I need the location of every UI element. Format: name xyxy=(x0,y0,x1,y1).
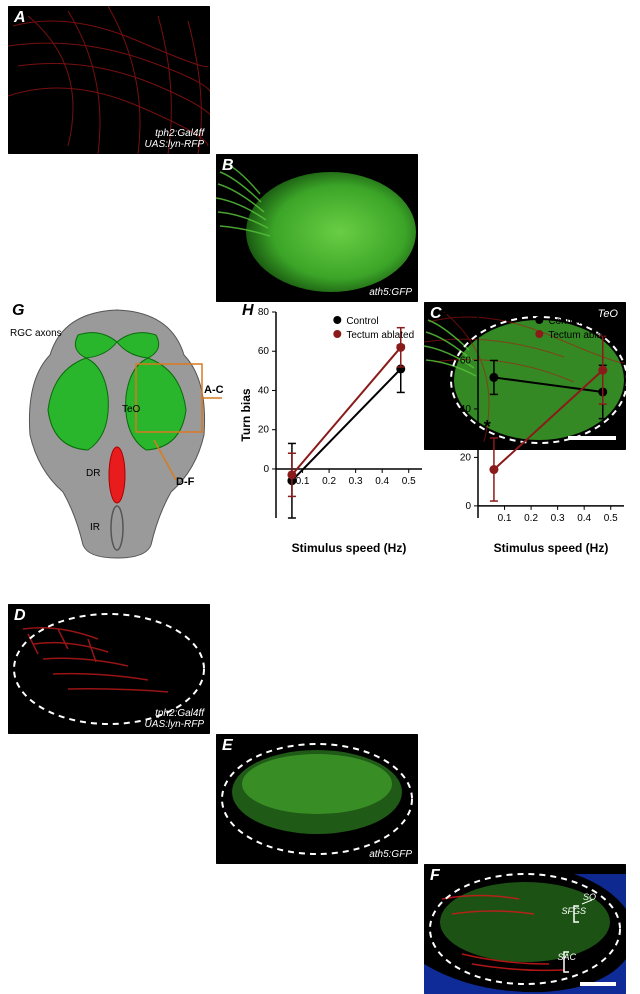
panel-a-label: A xyxy=(14,9,26,27)
panel-f-scalebar xyxy=(580,982,616,986)
svg-text:Tectum ablated: Tectum ablated xyxy=(346,330,414,341)
panel-d-caption: tph2:Gal4ff UAS:lyn-RFP xyxy=(145,708,204,730)
svg-text:0.3: 0.3 xyxy=(349,476,363,487)
svg-text:Tectum ablated: Tectum ablated xyxy=(548,330,616,341)
panel-i: I 0 20 40 60 80 0.1 0.2 0.3 0.4 0.5 Stimulus speed… xyxy=(440,300,632,558)
panel-d-label: D xyxy=(14,607,26,625)
svg-text:0.2: 0.2 xyxy=(322,476,336,487)
panel-e-image xyxy=(216,734,418,864)
panel-e-label: E xyxy=(222,737,233,755)
panel-g: G RGC axons TeO DR IR A-C D-F xyxy=(8,300,226,560)
panel-e-caption: ath5:GFP xyxy=(369,849,412,860)
svg-text:0: 0 xyxy=(263,464,269,475)
svg-text:Turn bias: Turn bias xyxy=(239,388,253,441)
svg-text:0.1: 0.1 xyxy=(296,476,310,487)
panel-f: F SO SFGS SAC xyxy=(424,864,626,994)
svg-text:0.4: 0.4 xyxy=(375,476,389,487)
svg-text:Stimulus speed (Hz): Stimulus speed (Hz) xyxy=(292,541,407,555)
panel-f-so: SO xyxy=(583,892,596,902)
panel-g-ir: IR xyxy=(90,522,100,533)
panel-g-teo: TeO xyxy=(122,404,140,415)
svg-text:0.4: 0.4 xyxy=(577,513,591,524)
panel-b-label: B xyxy=(222,157,234,175)
panel-f-sac: SAC xyxy=(557,952,576,962)
svg-text:40: 40 xyxy=(460,404,472,415)
svg-text:20: 20 xyxy=(258,425,270,436)
svg-text:Turn bias: Turn bias xyxy=(441,388,455,441)
svg-text:0.3: 0.3 xyxy=(551,513,565,524)
panel-g-diagram xyxy=(8,300,226,560)
panel-c-label: C xyxy=(430,305,442,323)
svg-text:0.5: 0.5 xyxy=(604,513,618,524)
svg-text:0: 0 xyxy=(465,501,471,512)
svg-text:80: 80 xyxy=(460,307,472,318)
panel-a: A tph2:Gal4ff UAS:lyn-RFP xyxy=(8,6,210,154)
panel-i-label: I xyxy=(444,302,448,320)
panel-b-image xyxy=(216,154,418,302)
svg-text:60: 60 xyxy=(258,346,270,357)
panel-g-dr: DR xyxy=(86,468,100,479)
panel-c-annotation: TeO xyxy=(598,308,618,320)
panel-g-label: G xyxy=(12,302,24,320)
svg-text:Stimulus speed (Hz): Stimulus speed (Hz) xyxy=(494,541,609,555)
svg-text:80: 80 xyxy=(258,307,270,318)
svg-text:Control: Control xyxy=(346,316,378,327)
svg-text:0.1: 0.1 xyxy=(498,513,512,524)
svg-text:0.5: 0.5 xyxy=(402,476,416,487)
panel-f-sfgs: SFGS xyxy=(561,906,586,916)
panel-g-df: D-F xyxy=(176,476,194,488)
panel-a-caption: tph2:Gal4ff UAS:lyn-RFP xyxy=(145,128,204,150)
svg-text:*: * xyxy=(484,417,491,437)
svg-text:60: 60 xyxy=(460,355,472,366)
figure-container: A tph2:Gal4ff UAS:lyn-RFP B xyxy=(0,0,640,566)
panel-g-ac: A-C xyxy=(204,384,224,396)
panel-i-chart: 0 20 40 60 80 0.1 0.2 0.3 0.4 0.5 Stimulus speed (… xyxy=(440,300,632,558)
svg-text:20: 20 xyxy=(460,452,472,463)
panel-b: B ath5:GFP xyxy=(216,154,418,302)
panel-h-chart: 0 20 40 60 80 0.1 0.2 0.3 0.4 0.5 Stimulus speed (… xyxy=(238,300,430,558)
panel-d: D tph2:Gal4ff UAS:lyn-RFP xyxy=(8,604,210,734)
svg-text:Control: Control xyxy=(548,316,580,327)
svg-text:40: 40 xyxy=(258,385,270,396)
panel-f-label: F xyxy=(430,867,440,885)
panel-e: E ath5:GFP xyxy=(216,734,418,864)
panel-h: H 0 20 40 60 80 0.1 0.2 0.3 0.4 0.5 Stimulus speed… xyxy=(238,300,430,558)
panel-f-image xyxy=(424,864,626,994)
panel-g-rgc: RGC axons xyxy=(10,328,62,339)
panel-b-caption: ath5:GFP xyxy=(369,287,412,298)
svg-text:0.2: 0.2 xyxy=(524,513,538,524)
panel-h-label: H xyxy=(242,302,254,320)
